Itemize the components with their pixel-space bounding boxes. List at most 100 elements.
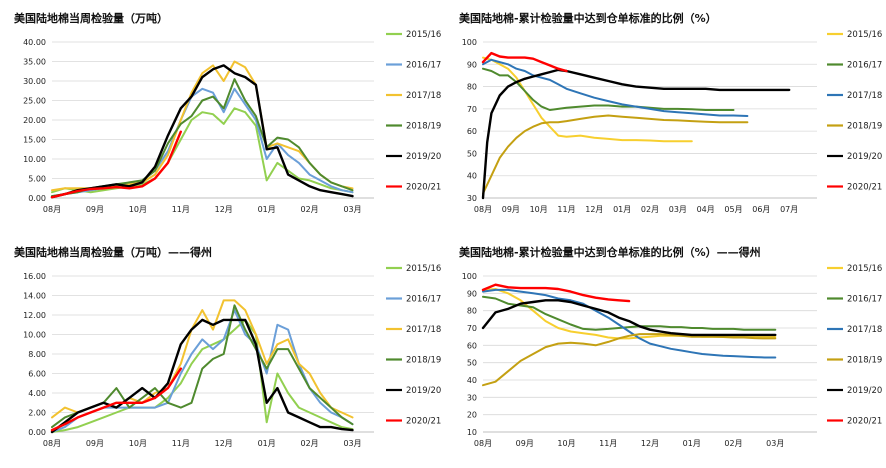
x-tick-label: 06月 <box>752 205 770 214</box>
legend-label: 2016/17 <box>847 61 882 71</box>
legend-label: 2018/19 <box>847 356 882 366</box>
legend-label: 2019/20 <box>847 152 882 162</box>
series-line-2017-18 <box>482 288 777 359</box>
x-tick-label: 11月 <box>172 439 190 448</box>
legend-label: 2019/20 <box>406 152 441 162</box>
x-tick-label: 10月 <box>129 205 147 214</box>
series-line-2020-21 <box>50 130 183 199</box>
x-tick-label: 09月 <box>516 439 534 448</box>
y-tick-label: 0.00 <box>28 194 46 203</box>
series-line-2019-20 <box>481 68 791 200</box>
y-tick-label: 50 <box>467 359 477 368</box>
x-tick-label: 08月 <box>474 439 492 448</box>
series-line-2020-21 <box>481 51 568 73</box>
legend-label: 2020/21 <box>847 417 882 427</box>
x-tick-label: 02月 <box>301 439 319 448</box>
chart-weekly-tx: 美国陆地棉当周检验量（万吨）——得州 0.00 2.00 4.00 6.00 8.00 1… <box>0 234 443 468</box>
legend-label: 2018/19 <box>406 356 441 366</box>
legend-label: 2018/19 <box>406 122 441 132</box>
series-line-2020-21 <box>481 283 631 303</box>
series-line-2017-18 <box>51 299 354 419</box>
series-line-2018-19 <box>482 114 749 195</box>
chart-title: 美国陆地棉当周检验量（万吨）——得州 <box>14 245 212 259</box>
x-tick-label: 11月 <box>557 205 575 214</box>
y-tick-label: 25.00 <box>23 97 46 106</box>
legend-label: 2015/16 <box>847 264 882 274</box>
chart-ratio-us: 美国陆地棉-累计检验量中达到仓单标准的比例（%） 30 40 50 60 70 80 90 1… <box>443 0 886 234</box>
series-line-2019-20 <box>481 299 777 337</box>
legend-label: 2018/19 <box>847 122 882 132</box>
y-tick-label: 10.00 <box>23 155 46 164</box>
plot-area: 0.00 5.00 10.00 15.00 20.00 25.00 30.00 35.00 40… <box>23 38 374 214</box>
y-tick-label: 14.00 <box>23 292 46 301</box>
y-tick-label: 70 <box>467 324 477 333</box>
x-tick-label: 09月 <box>502 205 520 214</box>
legend-label: 2020/21 <box>847 183 882 193</box>
x-tick-label: 10月 <box>557 439 575 448</box>
y-tick-label: 16.00 <box>23 272 46 281</box>
x-tick-label: 03月 <box>343 439 361 448</box>
legend-label: 2015/16 <box>406 264 441 274</box>
x-tick-label: 02月 <box>724 439 742 448</box>
y-tick-label: 2.00 <box>28 409 46 418</box>
y-tick-label: 80 <box>467 307 477 316</box>
legend-label: 2017/18 <box>847 325 882 335</box>
y-tick-label: 80 <box>467 83 477 92</box>
x-tick-label: 01月 <box>683 439 701 448</box>
x-tick-label: 12月 <box>641 439 659 448</box>
y-tick-label: 40.00 <box>23 38 46 47</box>
legend-label: 2019/20 <box>406 386 441 396</box>
series-line-2018-19 <box>482 333 777 387</box>
series-line-2015-16 <box>51 107 354 194</box>
y-tick-label: 20.00 <box>23 116 46 125</box>
plot-area: 0.00 2.00 4.00 6.00 8.00 10.00 12.00 14.00 16.00… <box>23 272 374 448</box>
y-tick-label: 90 <box>467 60 477 69</box>
y-tick-label: 20 <box>467 411 477 420</box>
series-line-2019-20 <box>50 64 354 199</box>
chart-ratio-tx-svg: 美国陆地棉-累计检验量中达到仓单标准的比例（%）——得州 10 20 30 40 50 6… <box>459 245 882 448</box>
x-tick-label: 12月 <box>215 205 233 214</box>
legend-label: 2016/17 <box>847 295 882 305</box>
series-line-2018-19 <box>51 304 354 429</box>
legend-label: 2016/17 <box>406 295 441 305</box>
x-tick-label: 09月 <box>86 205 104 214</box>
series-line-2016-17 <box>482 67 735 111</box>
y-tick-label: 15.00 <box>23 136 46 145</box>
series-line-2020-21 <box>50 367 183 432</box>
x-tick-label: 01月 <box>613 205 631 214</box>
x-tick-label: 05月 <box>724 205 742 214</box>
x-tick-label: 02月 <box>641 205 659 214</box>
x-tick-label: 07月 <box>780 205 798 214</box>
y-tick-label: 90 <box>467 289 477 298</box>
chart-title: 美国陆地棉-累计检验量中达到仓单标准的比例（%） <box>459 11 717 25</box>
x-tick-label: 11月 <box>172 205 190 214</box>
x-tick-label: 10月 <box>129 439 147 448</box>
x-tick-label: 03月 <box>343 205 361 214</box>
chart-weekly-tx-svg: 美国陆地棉当周检验量（万吨）——得州 0.00 2.00 4.00 6.00 8.00 1… <box>14 245 441 448</box>
y-tick-label: 30 <box>467 393 477 402</box>
x-tick-label: 10月 <box>530 205 548 214</box>
y-tick-label: 30 <box>467 194 477 203</box>
legend-label: 2016/17 <box>406 61 441 71</box>
chart-title: 美国陆地棉-累计检验量中达到仓单标准的比例（%）——得州 <box>459 245 761 259</box>
chart-ratio-tx: 美国陆地棉-累计检验量中达到仓单标准的比例（%）——得州 10 20 30 40 50 6… <box>443 234 886 468</box>
legend-label: 2017/18 <box>847 91 882 101</box>
y-tick-label: 70 <box>467 105 477 114</box>
series-line-2017-18 <box>482 58 749 117</box>
y-tick-label: 0.00 <box>28 428 46 437</box>
x-tick-label: 01月 <box>258 205 276 214</box>
y-tick-label: 100 <box>462 38 477 47</box>
legend-label: 2020/21 <box>406 183 441 193</box>
y-tick-label: 12.00 <box>23 311 46 320</box>
y-tick-label: 35.00 <box>23 58 46 67</box>
chart-ratio-us-svg: 美国陆地棉-累计检验量中达到仓单标准的比例（%） 30 40 50 60 70 80 90 1… <box>459 11 882 214</box>
legend-label: 2017/18 <box>406 91 441 101</box>
y-tick-label: 6.00 <box>28 370 46 379</box>
legend: 2015/16 2016/17 2017/18 2018/19 2019/20 2020/… <box>386 264 441 427</box>
legend-label: 2020/21 <box>406 417 441 427</box>
chart-title: 美国陆地棉当周检验量（万吨） <box>14 11 168 25</box>
legend-label: 2015/16 <box>847 30 882 40</box>
legend-label: 2015/16 <box>406 30 441 40</box>
x-tick-label: 04月 <box>697 205 715 214</box>
y-tick-label: 50 <box>467 149 477 158</box>
